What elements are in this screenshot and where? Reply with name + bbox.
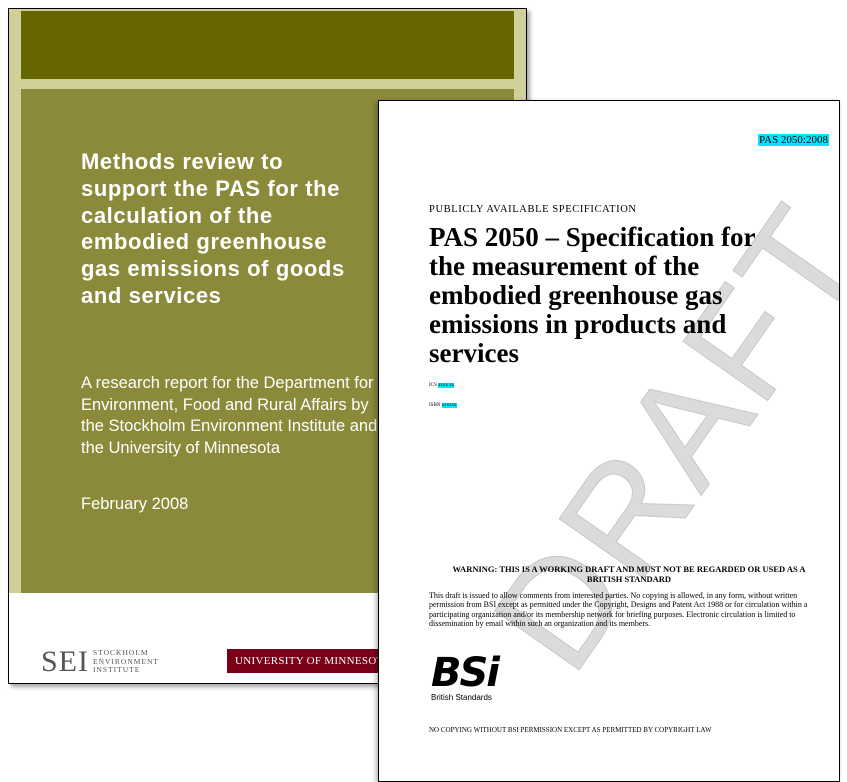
title-line: the measurement of the	[429, 251, 700, 281]
subtitle-line: Environment, Food and Rural Affairs by	[81, 395, 369, 414]
title-line: calculation of the	[81, 202, 273, 228]
ics-label: ICS	[429, 383, 437, 388]
kicker: PUBLICLY AVAILABLE SPECIFICATION	[429, 204, 637, 215]
title-line: embodied greenhouse gas	[429, 280, 723, 310]
notice: This draft is issued to allow comments f…	[429, 591, 808, 628]
sei-name: STOCKHOLM ENVIRONMENT INSTITUTE	[93, 649, 159, 675]
subtitle-line: the University of Minnesota	[81, 438, 281, 457]
title-line: and services	[81, 282, 222, 308]
title-line: embodied greenhouse	[81, 229, 328, 255]
bsi-name: British Standards	[431, 693, 492, 702]
header-band	[21, 11, 514, 79]
document-code: PAS 2050:2008	[758, 134, 829, 146]
sei-name-line: STOCKHOLM	[93, 648, 149, 658]
title-line: support the PAS for the	[81, 175, 341, 201]
report-title: Methods review to support the PAS for the…	[81, 149, 345, 310]
umn-logo: UNIVERSITY OF MINNESOTA	[227, 649, 395, 673]
footer: NO COPYING WITHOUT BSI PERMISSION EXCEPT…	[429, 726, 712, 734]
report-date: February 2008	[81, 495, 189, 513]
title-line: gas emissions of goods	[81, 256, 345, 282]
subtitle-line: the Stockholm Environment Institute and	[81, 417, 378, 435]
title-line: Methods review to	[81, 149, 284, 174]
sei-name-line: INSTITUTE	[93, 665, 141, 675]
title-line: services	[429, 338, 519, 368]
isbn-line: ISBN xxxxxx	[429, 403, 457, 408]
warning: WARNING: THIS IS A WORKING DRAFT AND MUS…	[452, 564, 806, 584]
title-line: PAS 2050 – Specification for	[429, 222, 756, 252]
isbn-value: xxxxxx	[441, 403, 457, 408]
report-subtitle: A research report for the Department for…	[81, 373, 377, 459]
isbn-label: ISBN	[429, 403, 441, 408]
sei-logo: SEI STOCKHOLM ENVIRONMENT INSTITUTE	[41, 645, 159, 679]
pas-title: PAS 2050 – Specification for the measurem…	[429, 223, 755, 368]
sei-name-line: ENVIRONMENT	[93, 656, 159, 666]
title-line: emissions in products and	[429, 309, 727, 339]
sei-mark: SEI	[41, 645, 89, 678]
bsi-mark: BSi	[431, 650, 500, 696]
ics-line: ICS xxxx xx	[429, 383, 455, 388]
pas-draft-cover: DRAFT PAS 2050:2008 PUBLICLY AVAILABLE S…	[378, 100, 840, 782]
bsi-logo: BSi British Standards	[431, 650, 500, 702]
ics-value: xxxx xx	[438, 383, 455, 388]
subtitle-line: A research report for the Department for	[81, 374, 374, 392]
